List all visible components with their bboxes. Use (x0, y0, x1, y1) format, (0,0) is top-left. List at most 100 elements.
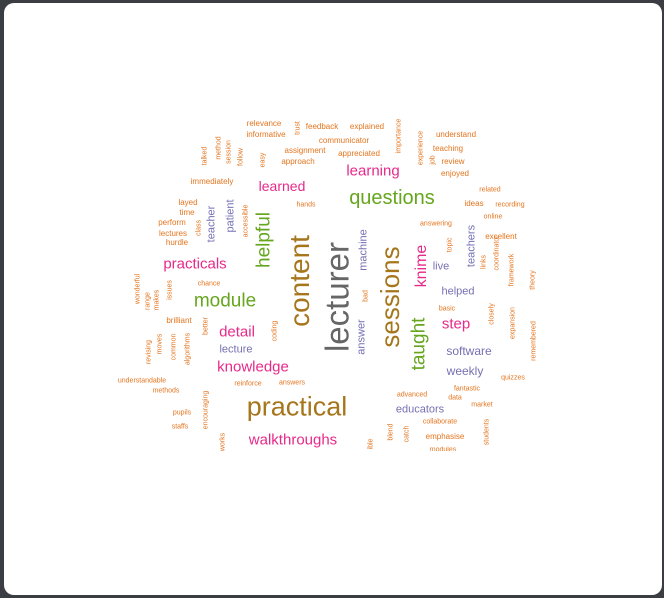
word-emphasise: emphasise (425, 432, 465, 441)
word-common: common (170, 333, 178, 361)
word-coding: coding (271, 320, 279, 342)
word-answering: answering (420, 220, 452, 228)
word-chance: chance (197, 280, 221, 288)
word-sessions: sessions (375, 246, 405, 348)
word-learned: learned (258, 178, 306, 194)
word-students: students (483, 418, 491, 446)
word-explained: explained (349, 122, 385, 131)
word-theory: theory (529, 270, 537, 290)
word-market: market (471, 401, 493, 409)
word-bad: bad (362, 290, 370, 302)
word-immediately: immediately (190, 177, 234, 186)
word-basic: basic (438, 305, 456, 313)
word-detail: detail (219, 323, 255, 341)
word-experience: experience (417, 130, 425, 166)
word-talked: talked (201, 146, 209, 166)
word-helped: helped (441, 285, 475, 298)
word-follow: follow (237, 148, 245, 166)
word-layed: layed (178, 198, 198, 207)
word-approach: approach (281, 157, 315, 166)
word-module: module (193, 290, 257, 312)
word-knowledge: knowledge (217, 358, 289, 376)
word-answer: answer (355, 319, 368, 355)
word-teaching: teaching (432, 144, 464, 153)
word-lecture: lecture (219, 343, 253, 356)
word-lecturer: lecturer (318, 241, 356, 353)
word-ideas: ideas (464, 199, 484, 208)
word-quizzes: quizzes (501, 374, 525, 382)
word-review: review (441, 157, 465, 166)
word-helpful: helpful (253, 212, 275, 268)
word-feedback: feedback (305, 122, 339, 131)
word-communicator: communicator (318, 136, 370, 145)
word-machine: machine (357, 229, 370, 271)
word-job: job (429, 155, 437, 165)
word-issues: issues (166, 280, 174, 300)
word-coordinator: coordinator (493, 235, 501, 271)
word-enjoyed: enjoyed (440, 169, 470, 178)
word-accessible: accessible (242, 204, 250, 238)
word-perform: perform (158, 218, 186, 227)
word-live: live (432, 260, 450, 273)
word-data: data (448, 394, 462, 402)
word-online: online (483, 213, 503, 221)
word-staffs: staffs (171, 423, 189, 431)
word-lectures: lectures (158, 229, 188, 238)
word-software: software (446, 344, 492, 358)
word-questions: questions (349, 187, 435, 209)
word-framework: framework (508, 253, 516, 287)
word-cloud-panel (4, 3, 662, 595)
word-links: links (480, 254, 488, 270)
word-understand: understand (435, 130, 477, 139)
word-understandable: understandable (117, 377, 167, 385)
word-class: class (195, 220, 203, 236)
word-educators: educators (395, 403, 445, 416)
word-range: range (144, 292, 152, 310)
word-practical: practical (246, 391, 348, 422)
word-collaborate: collaborate (422, 418, 458, 426)
word-related: related (479, 186, 501, 194)
word-makes: makes (153, 289, 161, 311)
word-topic: topic (446, 237, 454, 253)
word-content: content (284, 235, 315, 327)
word-reinforce: reinforce (234, 380, 262, 388)
word-time: time (179, 208, 195, 217)
word-methods: methods (152, 387, 180, 395)
word-moves: moves (156, 333, 164, 355)
word-blend: blend (387, 423, 395, 441)
word-importance: importance (395, 118, 403, 154)
word-appreciated: appreciated (338, 149, 380, 158)
word-taught: taught (408, 317, 430, 371)
word-wonderful: wonderful (134, 273, 142, 305)
word-weekly: weekly (446, 364, 484, 378)
word-hands: hands (296, 201, 316, 209)
word-encouraging: encouraging (202, 390, 210, 430)
word-practicals: practicals (163, 255, 227, 273)
word-informative: informative (246, 130, 286, 139)
word-relevance: relevance (246, 119, 282, 128)
word-ible: ible (367, 438, 375, 450)
word-brilliant: brilliant (166, 316, 192, 325)
word-revising: revising (145, 339, 153, 365)
word-pupils: pupils (172, 409, 192, 417)
word-recording: recording (495, 201, 525, 209)
word-advanced: advanced (396, 391, 428, 399)
word-catch: catch (403, 425, 411, 443)
word-method: method (215, 136, 223, 160)
word-learning: learning (346, 162, 400, 180)
word-remembered: remembered (530, 321, 538, 361)
word-assignment: assignment (284, 146, 326, 155)
word-excellent: excellent (485, 232, 517, 241)
word-closely: closely (488, 303, 496, 325)
word-answers: answers (278, 379, 306, 387)
word-easy: easy (259, 152, 267, 168)
word-fantastic: fantastic (453, 385, 481, 393)
word-algorithms: algorithms (184, 332, 192, 366)
word-knime: knime (413, 244, 430, 288)
word-trust: trust (294, 121, 302, 135)
word-expansion: expansion (509, 307, 517, 339)
word-step: step (441, 315, 471, 333)
word-better: better (202, 317, 210, 335)
word-hurdle: hurdle (165, 238, 189, 247)
